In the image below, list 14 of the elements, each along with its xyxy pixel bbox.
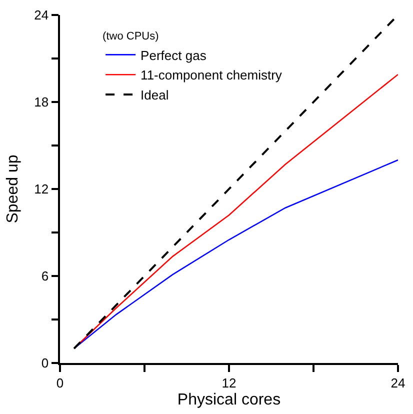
legend-label: 11-component chemistry [140,68,282,83]
legend-label: Ideal [140,88,169,103]
y-tick-label: 12 [34,182,49,197]
y-tick-label: 24 [34,8,49,23]
legend-title: (two CPUs) [102,30,159,43]
x-axis-title: Physical cores [177,392,281,409]
y-tick-label: 18 [34,94,49,110]
y-tick-label: 6 [41,268,49,284]
y-tick-label: 0 [41,356,49,371]
y-axis-title: Speed up [4,154,22,224]
x-tick-label: 12 [222,375,236,390]
x-tick-label: 0 [56,375,64,390]
x-tick-label: 24 [390,375,406,390]
legend-label: Perfect gas [140,48,207,63]
